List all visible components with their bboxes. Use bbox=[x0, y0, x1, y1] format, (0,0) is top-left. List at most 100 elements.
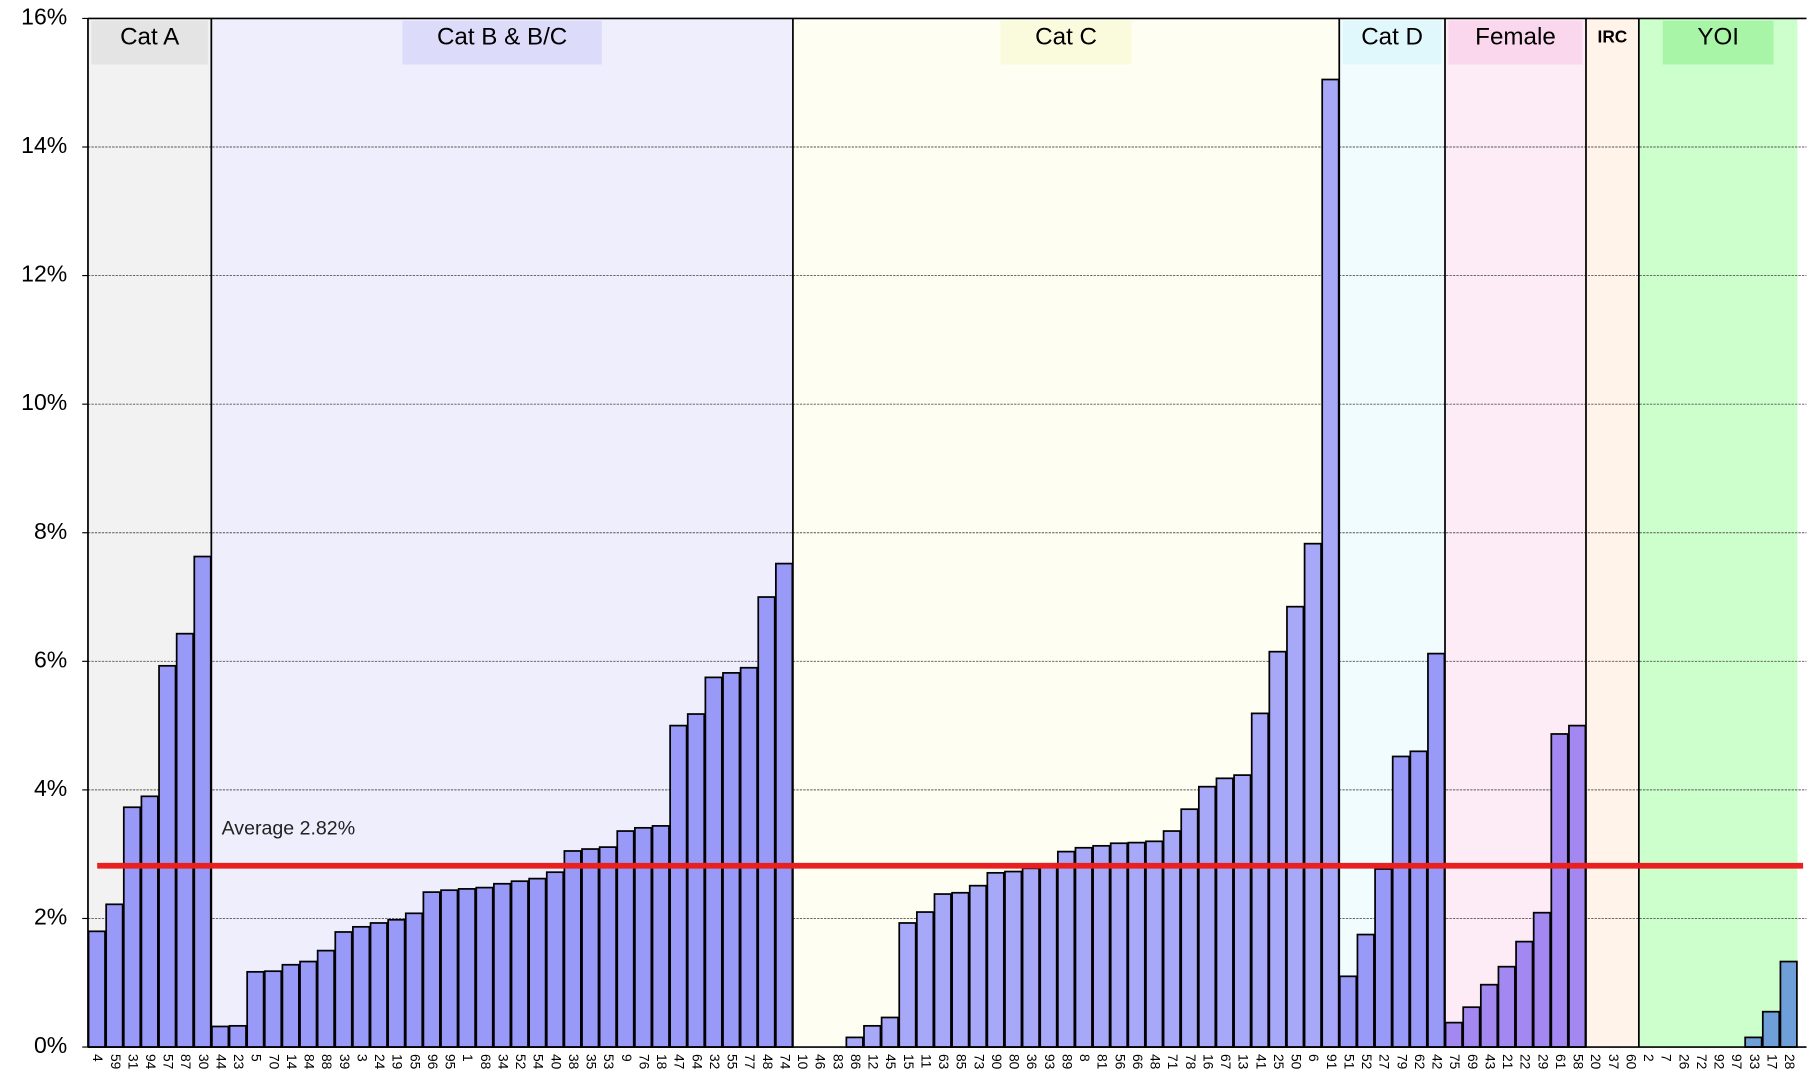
x-tick-label: 23 bbox=[231, 1054, 247, 1070]
bar bbox=[193, 555, 212, 1048]
x-tick-label: 28 bbox=[1782, 1054, 1798, 1070]
bar bbox=[915, 911, 935, 1048]
bar bbox=[211, 1025, 230, 1048]
x-tick-label: 70 bbox=[266, 1054, 282, 1070]
x-tick-label: 89 bbox=[1059, 1054, 1075, 1070]
x-tick-label: 36 bbox=[1024, 1054, 1040, 1070]
x-tick-label: 77 bbox=[742, 1054, 758, 1069]
bar bbox=[1074, 846, 1093, 1048]
x-tick-label: 88 bbox=[319, 1054, 335, 1070]
group-label: Cat D bbox=[1361, 23, 1423, 50]
y-tick-label: 0% bbox=[34, 1032, 67, 1058]
bar bbox=[1338, 975, 1358, 1048]
x-tick-label: 94 bbox=[143, 1054, 159, 1070]
bar bbox=[369, 922, 388, 1048]
bar bbox=[739, 666, 758, 1048]
bar bbox=[1479, 983, 1499, 1048]
bar bbox=[1250, 712, 1270, 1048]
x-tick-label: 95 bbox=[443, 1054, 459, 1070]
bar bbox=[122, 806, 142, 1048]
x-tick-label: 50 bbox=[1289, 1054, 1305, 1070]
bar bbox=[563, 850, 582, 1048]
bar bbox=[1286, 605, 1305, 1048]
x-tick-label: 17 bbox=[1764, 1054, 1780, 1069]
group-label-background bbox=[1342, 20, 1442, 65]
bar bbox=[1303, 542, 1322, 1048]
x-tick-label: 4 bbox=[90, 1054, 106, 1062]
group-label-background bbox=[1662, 20, 1774, 65]
x-tick-label: 30 bbox=[196, 1054, 212, 1070]
x-tick-label: 91 bbox=[1324, 1054, 1340, 1069]
x-tick-label: 44 bbox=[213, 1054, 229, 1070]
x-tick-label: 46 bbox=[813, 1054, 829, 1070]
x-tick-label: 67 bbox=[1218, 1054, 1234, 1069]
bar bbox=[263, 970, 283, 1048]
bar bbox=[493, 882, 512, 1048]
x-tick-label: 51 bbox=[1341, 1054, 1357, 1069]
bar bbox=[1356, 933, 1375, 1048]
bar bbox=[1215, 777, 1234, 1048]
bar bbox=[352, 925, 371, 1048]
x-tick-label: 72 bbox=[1694, 1054, 1710, 1069]
x-tick-label: 14 bbox=[284, 1054, 300, 1070]
x-tick-label: 84 bbox=[302, 1054, 318, 1070]
x-tick-label: 39 bbox=[337, 1054, 353, 1070]
group-label: Cat B & B/C bbox=[437, 23, 567, 50]
bar bbox=[1532, 911, 1552, 1048]
x-tick-label: 76 bbox=[636, 1054, 652, 1070]
bar bbox=[933, 893, 952, 1048]
bar bbox=[598, 846, 617, 1048]
x-tick-label: 43 bbox=[1482, 1054, 1498, 1070]
bar bbox=[1127, 841, 1146, 1048]
bar bbox=[1180, 808, 1199, 1048]
bar bbox=[1374, 868, 1393, 1048]
bar bbox=[1056, 850, 1076, 1048]
bar bbox=[1427, 652, 1446, 1048]
x-tick-label: 55 bbox=[725, 1054, 741, 1070]
x-tick-label: 62 bbox=[1412, 1054, 1428, 1069]
y-tick-label: 2% bbox=[34, 904, 67, 930]
group-label-background bbox=[1000, 20, 1132, 65]
y-tick-label: 14% bbox=[21, 132, 67, 158]
x-tick-label: 24 bbox=[372, 1054, 388, 1070]
x-tick-label: 83 bbox=[830, 1054, 846, 1070]
bar bbox=[1145, 840, 1164, 1048]
bar bbox=[387, 918, 406, 1048]
bar bbox=[404, 912, 424, 1048]
y-tick-label: 12% bbox=[21, 261, 67, 287]
group-label: YOI bbox=[1697, 23, 1739, 50]
bar bbox=[158, 664, 177, 1048]
bar bbox=[704, 676, 723, 1048]
group-label-background bbox=[1589, 20, 1636, 65]
bar bbox=[1197, 785, 1217, 1048]
x-tick-label: 16 bbox=[1200, 1054, 1216, 1070]
bar bbox=[1568, 724, 1587, 1048]
x-tick-label: 60 bbox=[1623, 1054, 1639, 1070]
bar bbox=[281, 963, 300, 1048]
x-tick-label: 1 bbox=[460, 1054, 476, 1062]
group-label-background bbox=[91, 20, 208, 65]
bar bbox=[1497, 965, 1516, 1048]
group-background bbox=[1638, 18, 1798, 1048]
x-tick-label: 97 bbox=[1729, 1054, 1745, 1069]
bar bbox=[228, 1024, 247, 1048]
x-tick-label: 68 bbox=[478, 1054, 494, 1070]
x-tick-label: 78 bbox=[1183, 1054, 1199, 1070]
group-label: Female bbox=[1475, 23, 1556, 50]
bar bbox=[475, 886, 494, 1048]
bar bbox=[863, 1024, 882, 1048]
x-tick-label: 5 bbox=[249, 1054, 265, 1062]
x-tick-label: 26 bbox=[1676, 1054, 1692, 1070]
x-tick-label: 56 bbox=[1112, 1054, 1128, 1070]
y-tick-label: 16% bbox=[21, 4, 67, 30]
x-tick-label: 87 bbox=[178, 1054, 194, 1069]
bar bbox=[1391, 755, 1411, 1048]
x-tick-label: 53 bbox=[601, 1054, 617, 1070]
x-tick-label: 64 bbox=[689, 1054, 705, 1070]
x-tick-label: 92 bbox=[1712, 1054, 1728, 1069]
x-tick-label: 15 bbox=[901, 1054, 917, 1070]
bar bbox=[528, 877, 547, 1048]
bar bbox=[1092, 844, 1111, 1048]
bar bbox=[105, 903, 124, 1048]
bar bbox=[1515, 940, 1534, 1048]
